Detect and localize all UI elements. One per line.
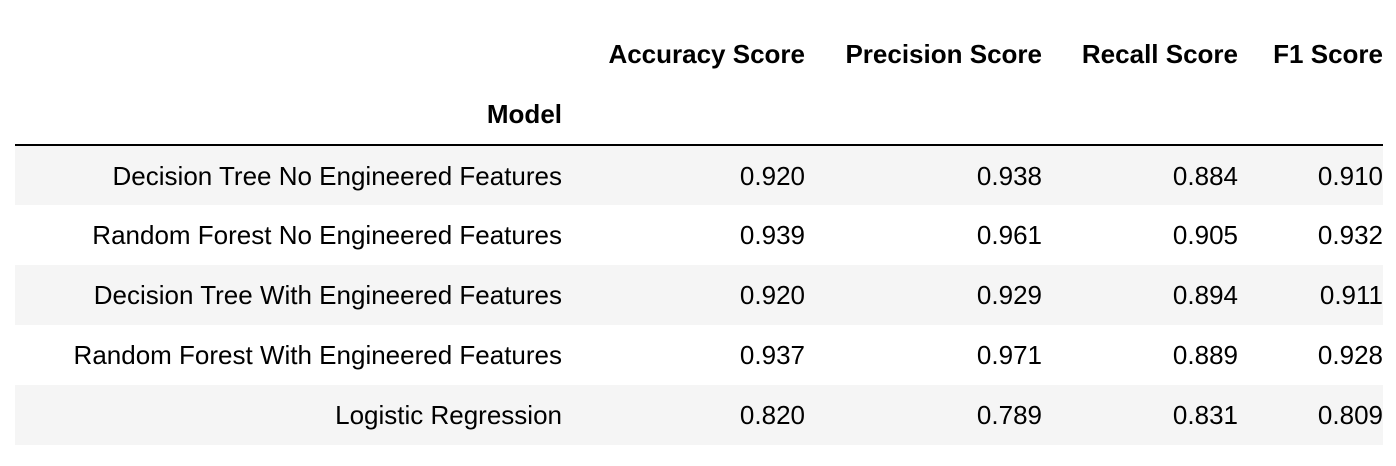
empty-header-cell	[1238, 84, 1383, 145]
table-cell: 0.929	[976, 280, 1042, 310]
column-header: F1 Score	[1273, 39, 1383, 69]
table-cell: 0.809	[1317, 400, 1383, 430]
index-name-header: Model	[486, 99, 562, 129]
table-cell: 0.938	[976, 160, 1042, 191]
row-label: Random Forest No Engineered Features	[92, 220, 562, 250]
empty-header-cell	[1042, 84, 1238, 145]
results-table: Accuracy Score Precision Score Recall Sc…	[15, 24, 1383, 445]
table-cell: 0.820	[739, 400, 805, 430]
table-cell: 0.932	[1317, 220, 1383, 250]
table-cell: 0.928	[1317, 340, 1383, 370]
column-header: Recall Score	[1081, 39, 1238, 69]
row-label: Logistic Regression	[335, 400, 562, 430]
table-cell: 0.894	[1172, 280, 1238, 310]
table-cell: 0.920	[739, 160, 805, 191]
table-cell: 0.905	[1172, 220, 1238, 250]
column-header: Accuracy Score	[608, 39, 805, 69]
row-label: Decision Tree No Engineered Features	[112, 160, 562, 191]
table-cell: 0.789	[976, 400, 1042, 430]
table-cell: 0.911	[1319, 280, 1383, 310]
table-row: Random Forest No Engineered Features 0.9…	[15, 205, 1383, 265]
empty-header-cell	[805, 84, 1042, 145]
index-header-row: Model	[15, 84, 1383, 145]
row-label: Decision Tree With Engineered Features	[93, 280, 562, 310]
table-body: Decision Tree No Engineered Features 0.9…	[15, 145, 1383, 445]
column-header: Precision Score	[845, 39, 1042, 69]
table-cell: 0.910	[1317, 160, 1383, 191]
table-cell: 0.961	[976, 220, 1042, 250]
table-cell: 0.971	[976, 340, 1042, 370]
blank-corner-cell	[15, 24, 562, 84]
column-header-row: Accuracy Score Precision Score Recall Sc…	[15, 24, 1383, 84]
table-row: Decision Tree With Engineered Features 0…	[15, 265, 1383, 325]
table-row: Decision Tree No Engineered Features 0.9…	[15, 145, 1383, 205]
table-row: Random Forest With Engineered Features 0…	[15, 325, 1383, 385]
empty-header-cell	[562, 84, 805, 145]
table-cell: 0.939	[739, 220, 805, 250]
row-label: Random Forest With Engineered Features	[73, 340, 562, 370]
table-cell: 0.884	[1172, 160, 1238, 191]
table-header: Accuracy Score Precision Score Recall Sc…	[15, 24, 1383, 145]
table-row: Logistic Regression 0.820 0.789 0.831 0.…	[15, 385, 1383, 445]
table-cell: 0.920	[739, 280, 805, 310]
table-cell: 0.937	[739, 340, 805, 370]
table-cell: 0.889	[1172, 340, 1238, 370]
table-cell: 0.831	[1172, 400, 1238, 430]
